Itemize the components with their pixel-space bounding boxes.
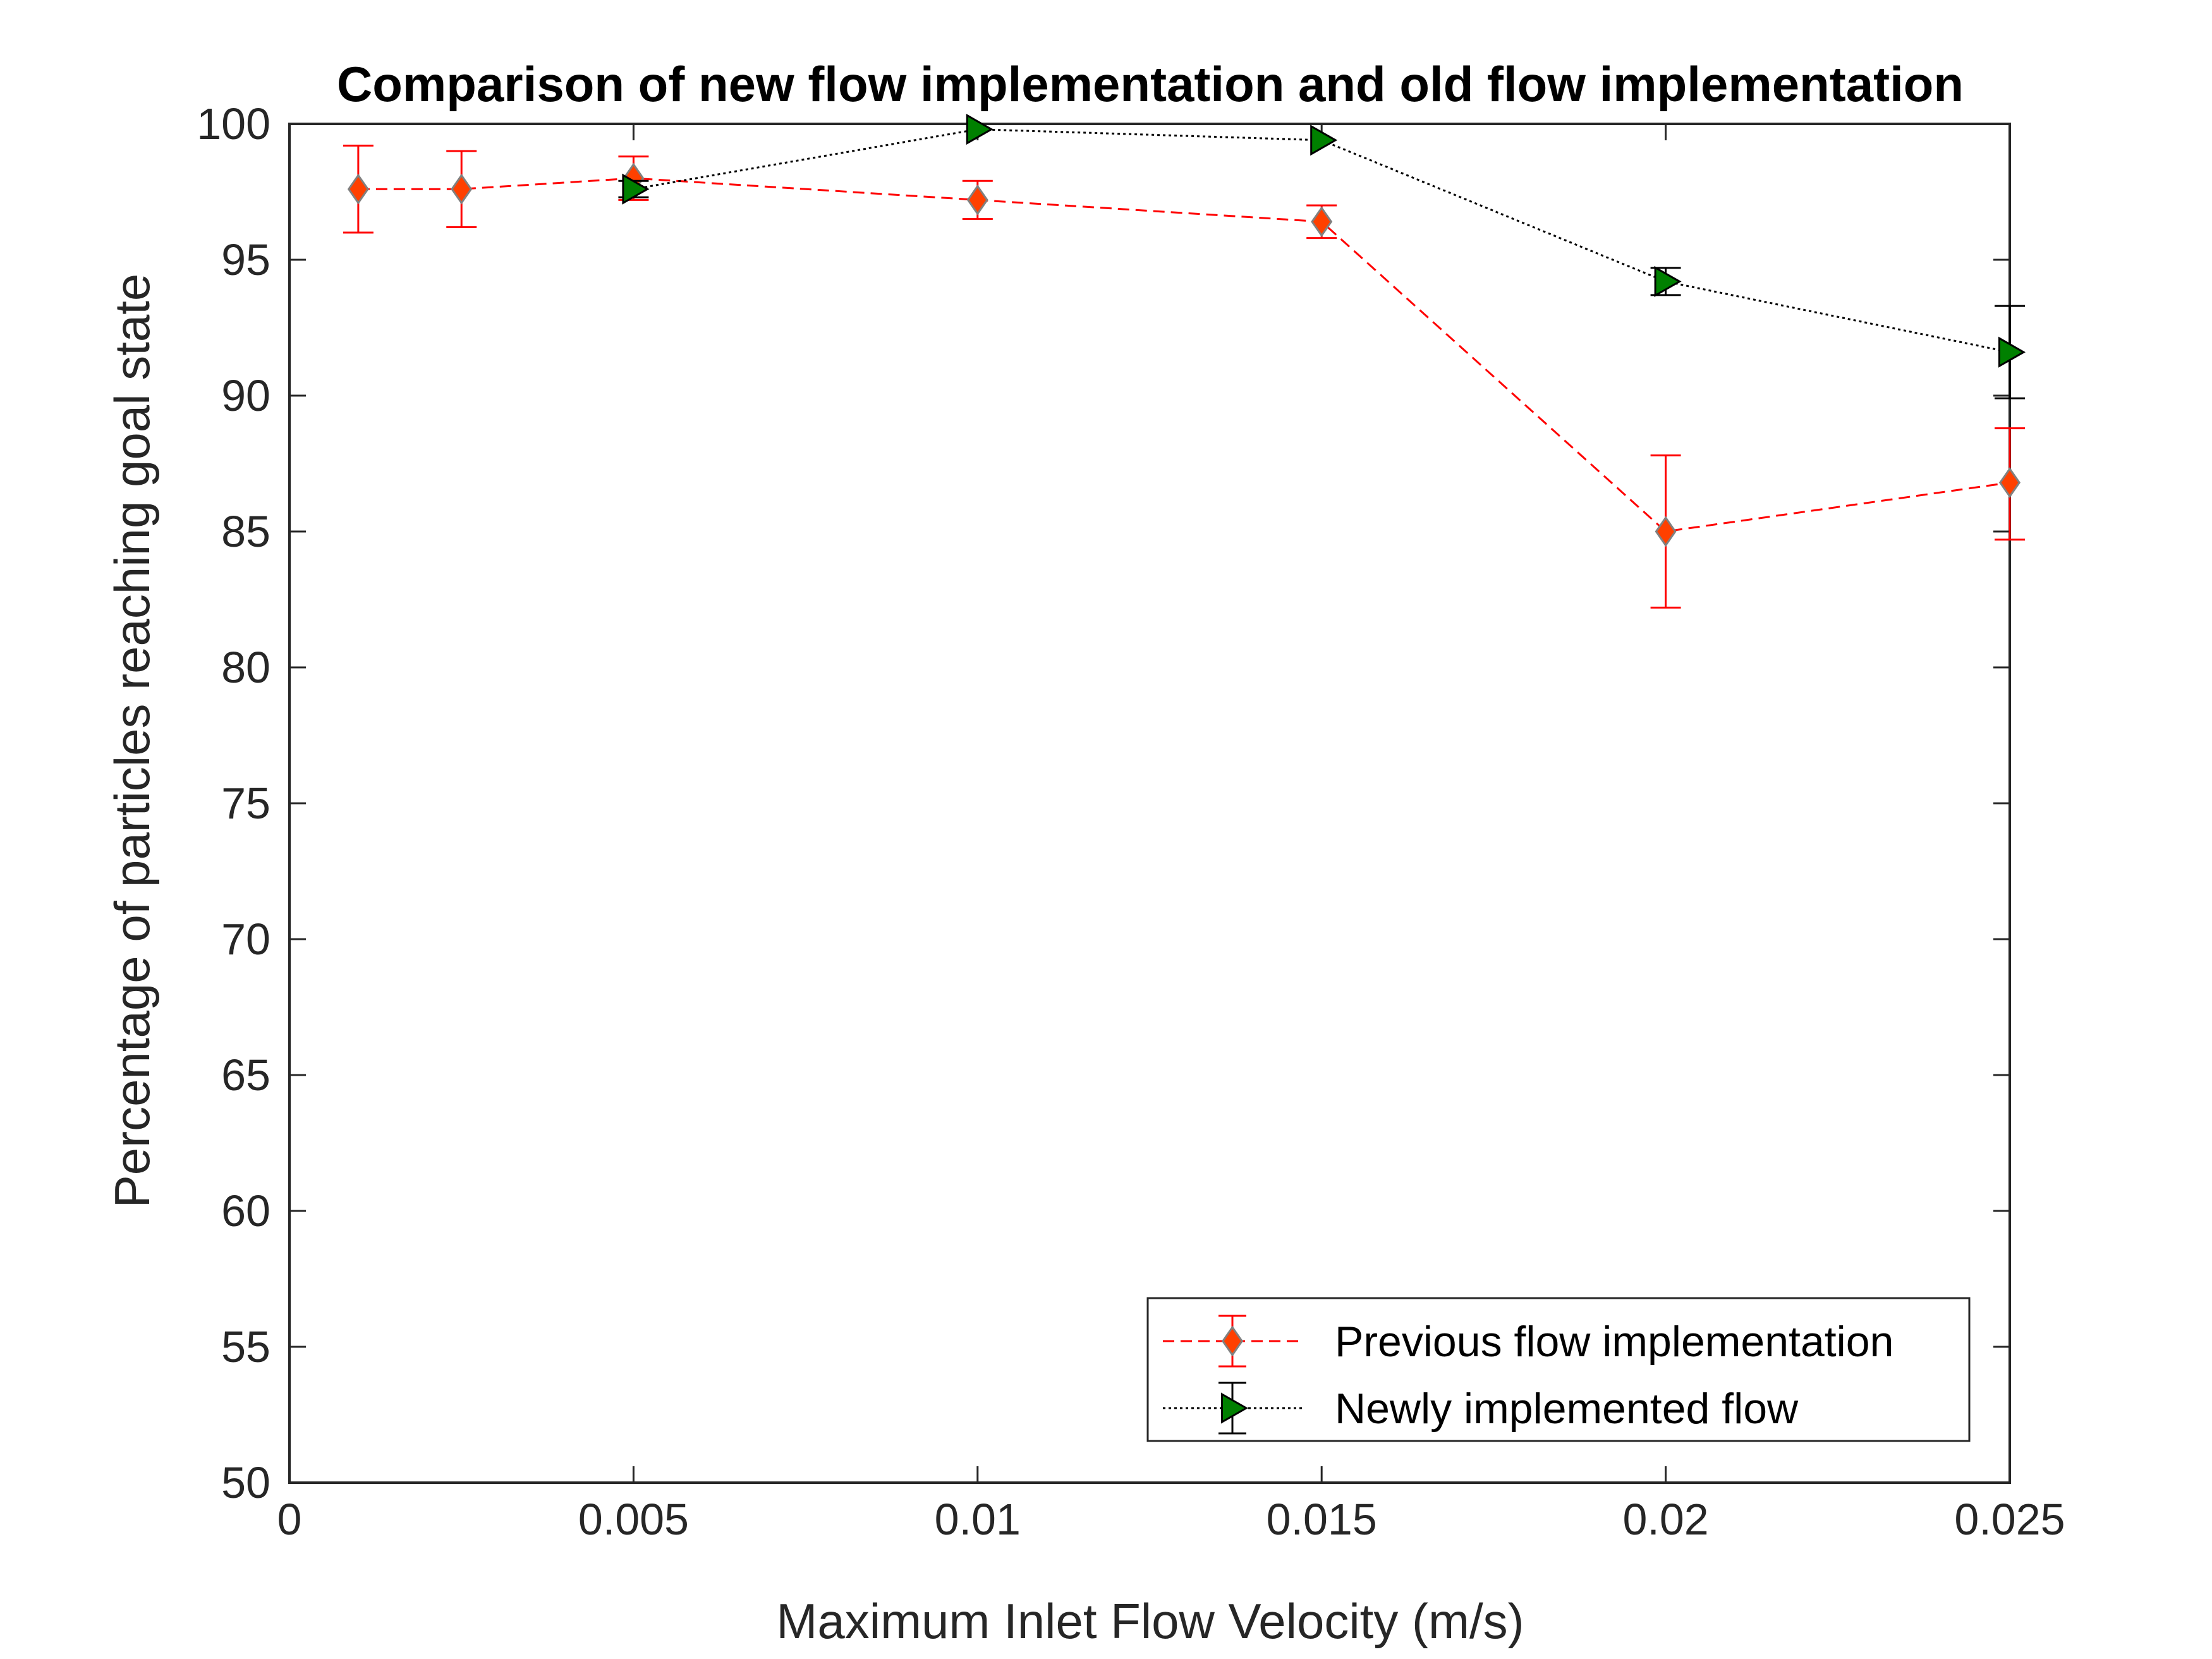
y-tick-label: 65 xyxy=(221,1050,270,1100)
legend-marker xyxy=(1221,1392,1249,1424)
data-point-marker xyxy=(347,173,369,205)
legend-marker xyxy=(1221,1325,1244,1357)
chart-title: Comparison of new flow implementation an… xyxy=(337,56,1964,112)
y-tick-label: 70 xyxy=(221,915,270,964)
axes-background xyxy=(289,124,2010,1483)
x-tick-label: 0.01 xyxy=(935,1495,1021,1544)
data-point-marker xyxy=(622,173,650,205)
y-tick-label: 55 xyxy=(221,1322,270,1371)
y-tick-label: 50 xyxy=(221,1458,270,1507)
series-1 xyxy=(343,144,2025,609)
y-tick-label: 80 xyxy=(221,643,270,692)
legend-entry: Newly implemented flow xyxy=(1163,1382,1799,1435)
data-point-marker xyxy=(1310,125,1338,156)
data-point-marker xyxy=(451,173,473,205)
data-point-marker xyxy=(1311,206,1333,238)
data-point-marker xyxy=(1654,265,1682,297)
y-tick-label: 90 xyxy=(221,371,270,420)
data-point-marker xyxy=(1655,516,1677,547)
legend-label: Previous flow implementation xyxy=(1335,1318,1893,1366)
y-tick-label: 75 xyxy=(221,779,270,828)
x-tick-label: 0.025 xyxy=(1954,1495,2065,1544)
axes xyxy=(288,123,2011,1484)
legend-label: Newly implemented flow xyxy=(1335,1385,1799,1433)
plot-area xyxy=(343,114,2026,609)
data-point-marker xyxy=(966,114,994,145)
x-axis-label: Maximum Inlet Flow Velocity (m/s) xyxy=(776,1593,1524,1649)
y-tick-label: 95 xyxy=(221,235,270,284)
y-tick-label: 85 xyxy=(221,507,270,556)
y-tick-label: 60 xyxy=(221,1186,270,1236)
legend-box xyxy=(1146,1297,1971,1442)
data-point-marker xyxy=(1998,336,2026,368)
data-point-marker xyxy=(966,184,988,216)
x-tick-label: 0.02 xyxy=(1622,1495,1708,1544)
series-2 xyxy=(618,114,2026,399)
legend: Previous flow implementation Newly implem… xyxy=(1146,1297,1971,1442)
data-point-marker xyxy=(1998,467,2021,499)
y-tick-label: 100 xyxy=(197,99,270,149)
y-axis-label: Percentage of particles reaching goal st… xyxy=(104,274,160,1208)
x-tick-label: 0 xyxy=(277,1495,302,1544)
x-tick-label: 0.015 xyxy=(1267,1495,1377,1544)
legend-entry: Previous flow implementation xyxy=(1163,1315,1893,1368)
x-tick-label: 0.005 xyxy=(578,1495,689,1544)
